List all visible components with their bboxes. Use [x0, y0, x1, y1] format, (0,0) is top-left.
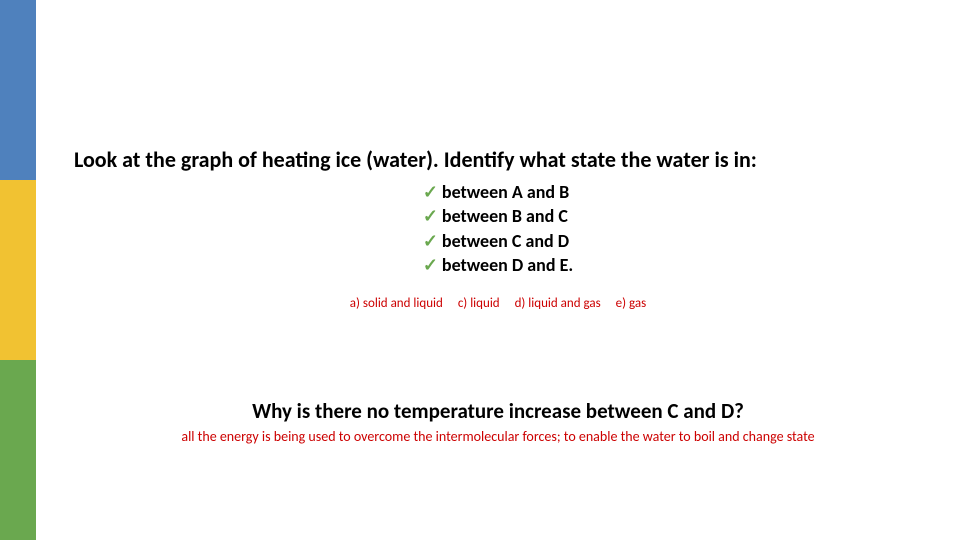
content-area: Look at the graph of heating ice (water)…: [36, 0, 960, 540]
sub-answer: all the energy is being used to overcome…: [36, 428, 960, 445]
slide-title: Look at the graph of heating ice (water)…: [74, 146, 940, 173]
bullet-text: between A and B: [442, 181, 569, 203]
bullet-item: ✓between B and C: [423, 204, 573, 228]
stripe-blue: [0, 0, 36, 180]
answer-option: c) liquid: [458, 296, 500, 311]
check-icon: ✓: [423, 230, 438, 252]
bullet-item: ✓between A and B: [423, 180, 573, 204]
answer-key: a) solid and liquid c) liquid d) liquid …: [36, 296, 960, 311]
answer-option: e) gas: [616, 296, 647, 311]
bullet-item: ✓between D and E.: [423, 253, 573, 277]
check-icon: ✓: [423, 181, 438, 203]
bullet-list: ✓between A and B ✓between B and C ✓betwe…: [36, 180, 960, 277]
bullet-item: ✓between C and D: [423, 229, 573, 253]
bullet-text: between B and C: [442, 205, 568, 227]
bullet-text: between D and E.: [442, 254, 573, 276]
sub-question: Why is there no temperature increase bet…: [36, 398, 960, 424]
stripe-yellow: [0, 180, 36, 360]
answer-option: a) solid and liquid: [350, 296, 443, 311]
check-icon: ✓: [423, 254, 438, 276]
answer-option: d) liquid and gas: [515, 296, 601, 311]
slide: Look at the graph of heating ice (water)…: [0, 0, 960, 540]
check-icon: ✓: [423, 205, 438, 227]
bullet-text: between C and D: [442, 230, 569, 252]
stripe-green: [0, 360, 36, 540]
